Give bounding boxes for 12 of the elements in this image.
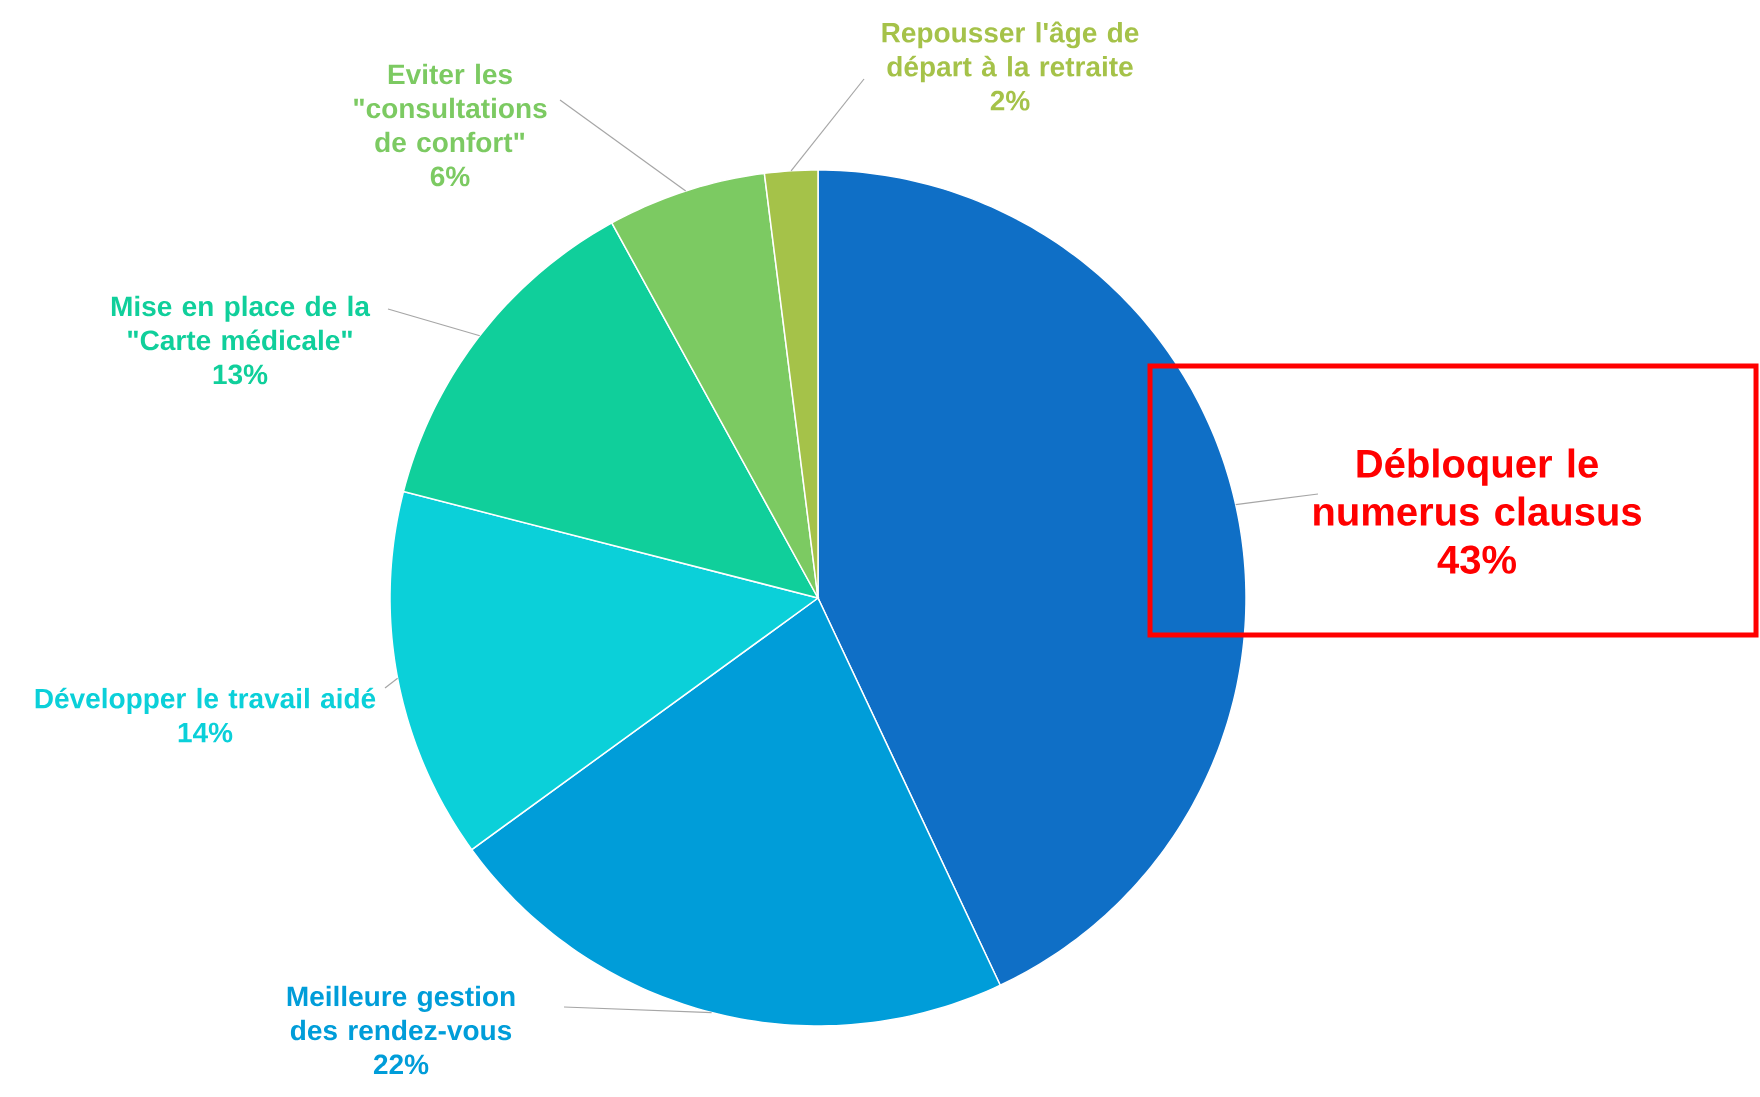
slice-label: Meilleure gestion des rendez-vous bbox=[287, 985, 515, 1041]
data-label: 6% bbox=[430, 166, 470, 187]
slice-label: Débloquer le numerus clausus bbox=[1314, 448, 1641, 526]
data-label: 22% bbox=[373, 1054, 429, 1075]
data-label: 14% bbox=[178, 722, 233, 743]
data-label: 43% bbox=[1437, 545, 1516, 574]
data-label: 2% bbox=[990, 90, 1030, 111]
data-label: 13% bbox=[213, 364, 268, 385]
slice-label: Mise en place de la "Carte médicale" bbox=[111, 295, 371, 351]
slice-label: Repousser l'âge de départ à la retraite bbox=[882, 21, 1139, 83]
slice-label: Eviter les "consultations de confort" bbox=[354, 63, 547, 153]
slice-label: Développer le travail aidé bbox=[35, 687, 376, 714]
